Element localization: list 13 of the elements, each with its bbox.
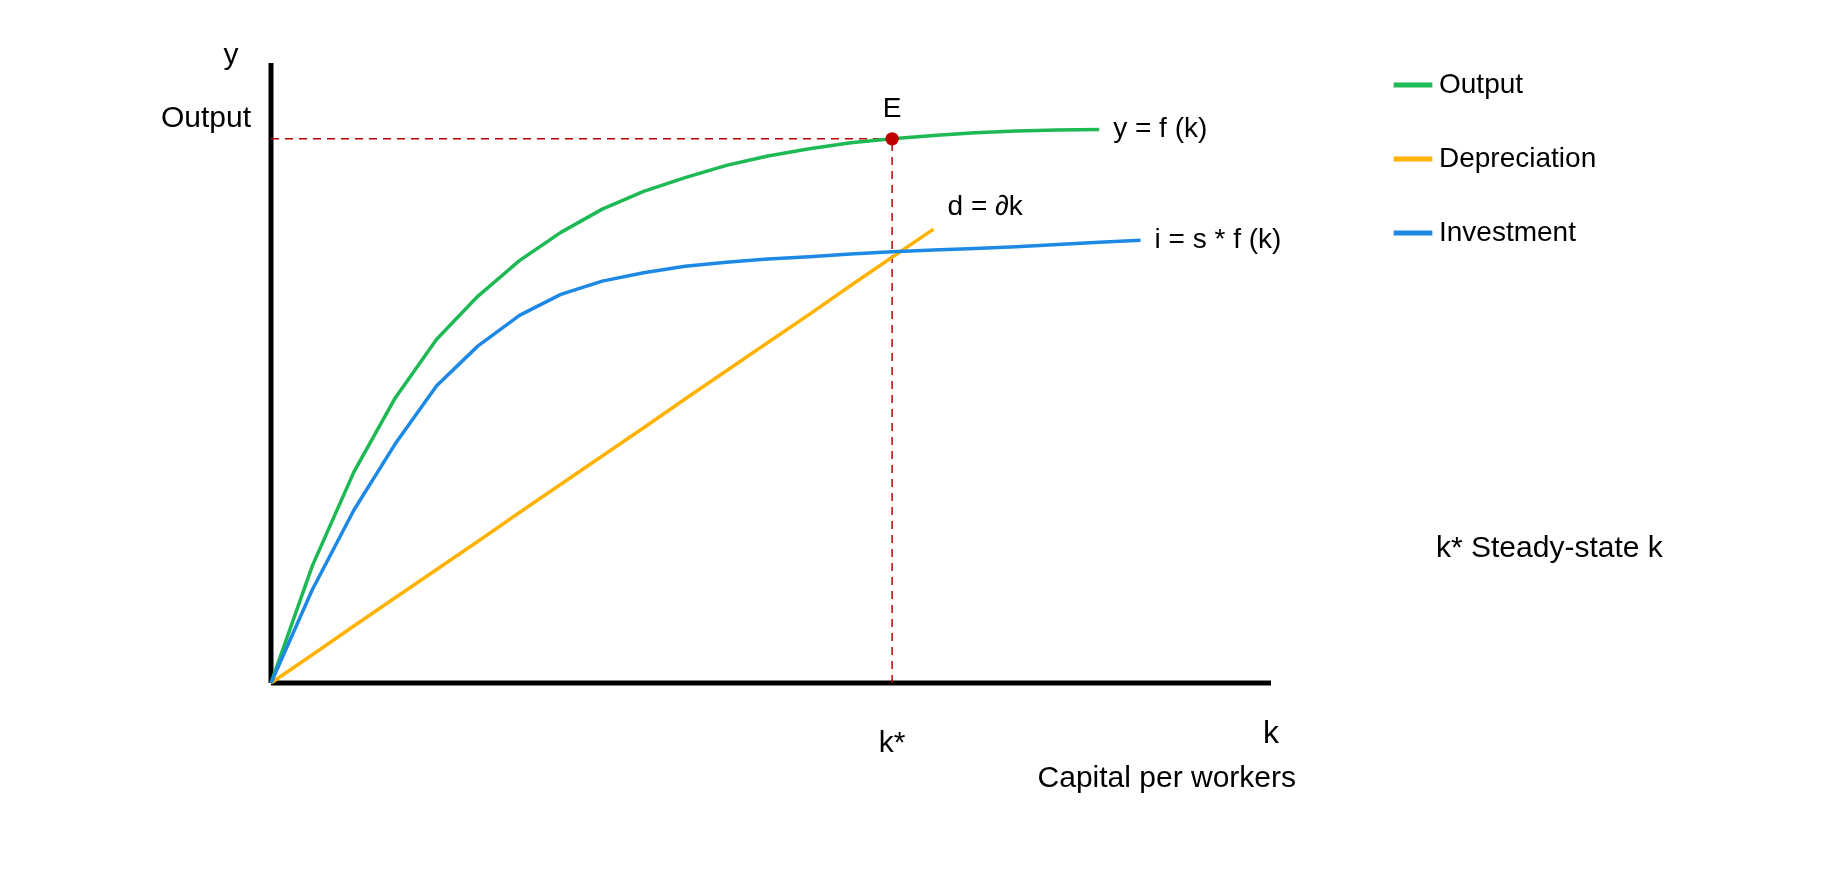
annotation: d = ∂k	[947, 190, 1024, 222]
x-axis-title: k	[1263, 714, 1280, 750]
text: Capital per workers	[1037, 760, 1296, 793]
text: k*	[878, 725, 906, 758]
legend-label: Output	[1439, 68, 1524, 99]
legend-label: Investment	[1439, 216, 1577, 247]
annotation: E	[882, 91, 902, 123]
text: k* Steady-state k	[1436, 530, 1664, 563]
legend-label: Depreciation	[1439, 142, 1597, 173]
annotation: Output	[160, 100, 252, 133]
annotation: y = f (k)	[1113, 112, 1208, 144]
y-axis-title: y	[223, 37, 239, 70]
annotation: i = s * f (k)	[1154, 223, 1282, 255]
